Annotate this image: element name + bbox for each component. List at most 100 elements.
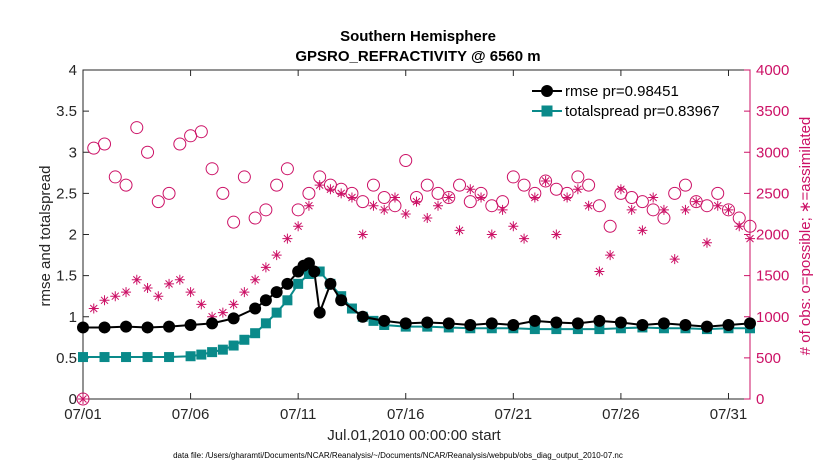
assimilated-obs-point (250, 274, 261, 285)
y2-tick-label: 0 (756, 391, 764, 408)
totalspread-point (529, 324, 540, 335)
possible-obs-point (237, 170, 251, 184)
rmse-point (722, 318, 735, 331)
y2-tick-label: 2000 (756, 227, 789, 244)
assimilated-obs-point (422, 213, 433, 224)
y2-tick-label: 4000 (756, 62, 789, 79)
rmse-point (744, 317, 756, 330)
assimilated-obs-point (648, 192, 659, 203)
data-file-footnote: data file: /Users/gharamti/Documents/NCA… (173, 451, 623, 460)
assimilated-obs-point (325, 184, 336, 195)
assimilated-obs-point (217, 307, 228, 318)
y-axis-label: rmse and totalspread (37, 166, 54, 307)
assimilated-obs-point (196, 299, 207, 310)
assimilated-obs-point (185, 287, 196, 298)
possible-obs-point (302, 186, 316, 200)
assimilated-obs-point (99, 295, 110, 306)
possible-obs-point (420, 178, 434, 192)
assimilated-obs-point (637, 225, 648, 236)
rmse-point (614, 316, 627, 329)
possible-obs-point (582, 178, 596, 192)
possible-obs-point (162, 186, 176, 200)
assimilated-obs-point (701, 237, 712, 248)
possible-obs-point (280, 162, 294, 176)
x-tick-label: 07/11 (280, 406, 316, 423)
y-tick-label: 4 (69, 62, 77, 79)
rmse-point (442, 317, 455, 330)
rmse-point (485, 317, 498, 330)
x-tick-label: 07/21 (495, 406, 533, 423)
rmse-point (270, 286, 283, 299)
rmse-point (700, 320, 713, 333)
possible-obs-point (442, 190, 456, 204)
y-axis-left: 0 0.5 1 1.5 2 2.5 3 3.5 4 (56, 62, 89, 408)
rmse-point (528, 314, 541, 327)
assimilated-obs-point (572, 184, 583, 195)
assimilated-obs-point (465, 184, 476, 195)
rmse-point (571, 317, 584, 330)
rmse-point (184, 318, 197, 331)
possible-obs-point (366, 178, 380, 192)
assimilated-obs-point (529, 192, 540, 203)
assimilated-obs-point (745, 233, 755, 244)
totalspread-point (271, 307, 282, 318)
rmse-point (227, 312, 240, 325)
totalspread-point (260, 318, 271, 329)
totalspread-point (196, 349, 207, 360)
assimilated-obs-point (239, 287, 250, 298)
possible-obs-point (98, 137, 112, 151)
totalspread-point (594, 324, 605, 335)
y-tick-label: 3 (69, 144, 77, 161)
x-tick-label: 07/31 (710, 406, 748, 423)
possible-obs-point (539, 174, 553, 188)
assimilated-obs-point (583, 200, 594, 211)
possible-obs-point (399, 153, 413, 167)
assimilated-obs-point (271, 250, 282, 261)
y-tick-label: 2.5 (56, 185, 77, 202)
assimilated-obs-point (454, 225, 465, 236)
possible-obs-point (205, 162, 219, 176)
assimilated-obs-point (400, 208, 411, 219)
totalspread-point (282, 295, 293, 306)
assimilated-obs-point (379, 204, 390, 215)
possible-obs-point (76, 392, 90, 406)
rmse-point (77, 321, 89, 334)
y2-tick-label: 3000 (756, 144, 789, 161)
totalspread-point (228, 340, 239, 351)
totalspread-point (207, 347, 218, 358)
assimilated-obs-point (164, 278, 175, 289)
totalspread-point (185, 351, 196, 362)
possible-obs-point (517, 178, 531, 192)
possible-obs-point (635, 195, 649, 209)
plot-area (82, 69, 751, 400)
y-tick-label: 3.5 (56, 103, 77, 120)
possible-obs-point (173, 137, 187, 151)
rmse-point (163, 320, 176, 333)
assimilated-obs-point (78, 394, 88, 404)
assimilated-obs-point (476, 192, 487, 203)
x-tick-label: 07/06 (172, 406, 210, 423)
possible-obs-point (506, 170, 520, 184)
possible-obs-point (130, 121, 144, 135)
rmse-point (679, 318, 692, 331)
assimilated-obs-point (658, 204, 669, 215)
rmse-point (464, 318, 477, 331)
assimilated-obs-point (486, 229, 497, 240)
assimilated-obs-point (336, 188, 347, 199)
possible-obs-point (603, 219, 617, 233)
assimilated-obs-point (314, 180, 325, 191)
rmse-point (421, 316, 434, 329)
rmse-point (399, 317, 412, 330)
y-axis-right: 0 500 1000 1500 2000 2500 3000 3500 4000 (744, 62, 789, 408)
rmse-point (259, 294, 272, 307)
assimilated-obs-point (615, 184, 626, 195)
possible-obs-point (108, 170, 122, 184)
assimilated-obs-point (433, 200, 444, 211)
rmse-point (335, 294, 348, 307)
assimilated-obs-point (282, 233, 293, 244)
legend-box (528, 78, 740, 122)
x-tick-label: 07/16 (387, 406, 425, 423)
y2-tick-label: 500 (756, 350, 781, 367)
rmse-point (356, 310, 369, 323)
